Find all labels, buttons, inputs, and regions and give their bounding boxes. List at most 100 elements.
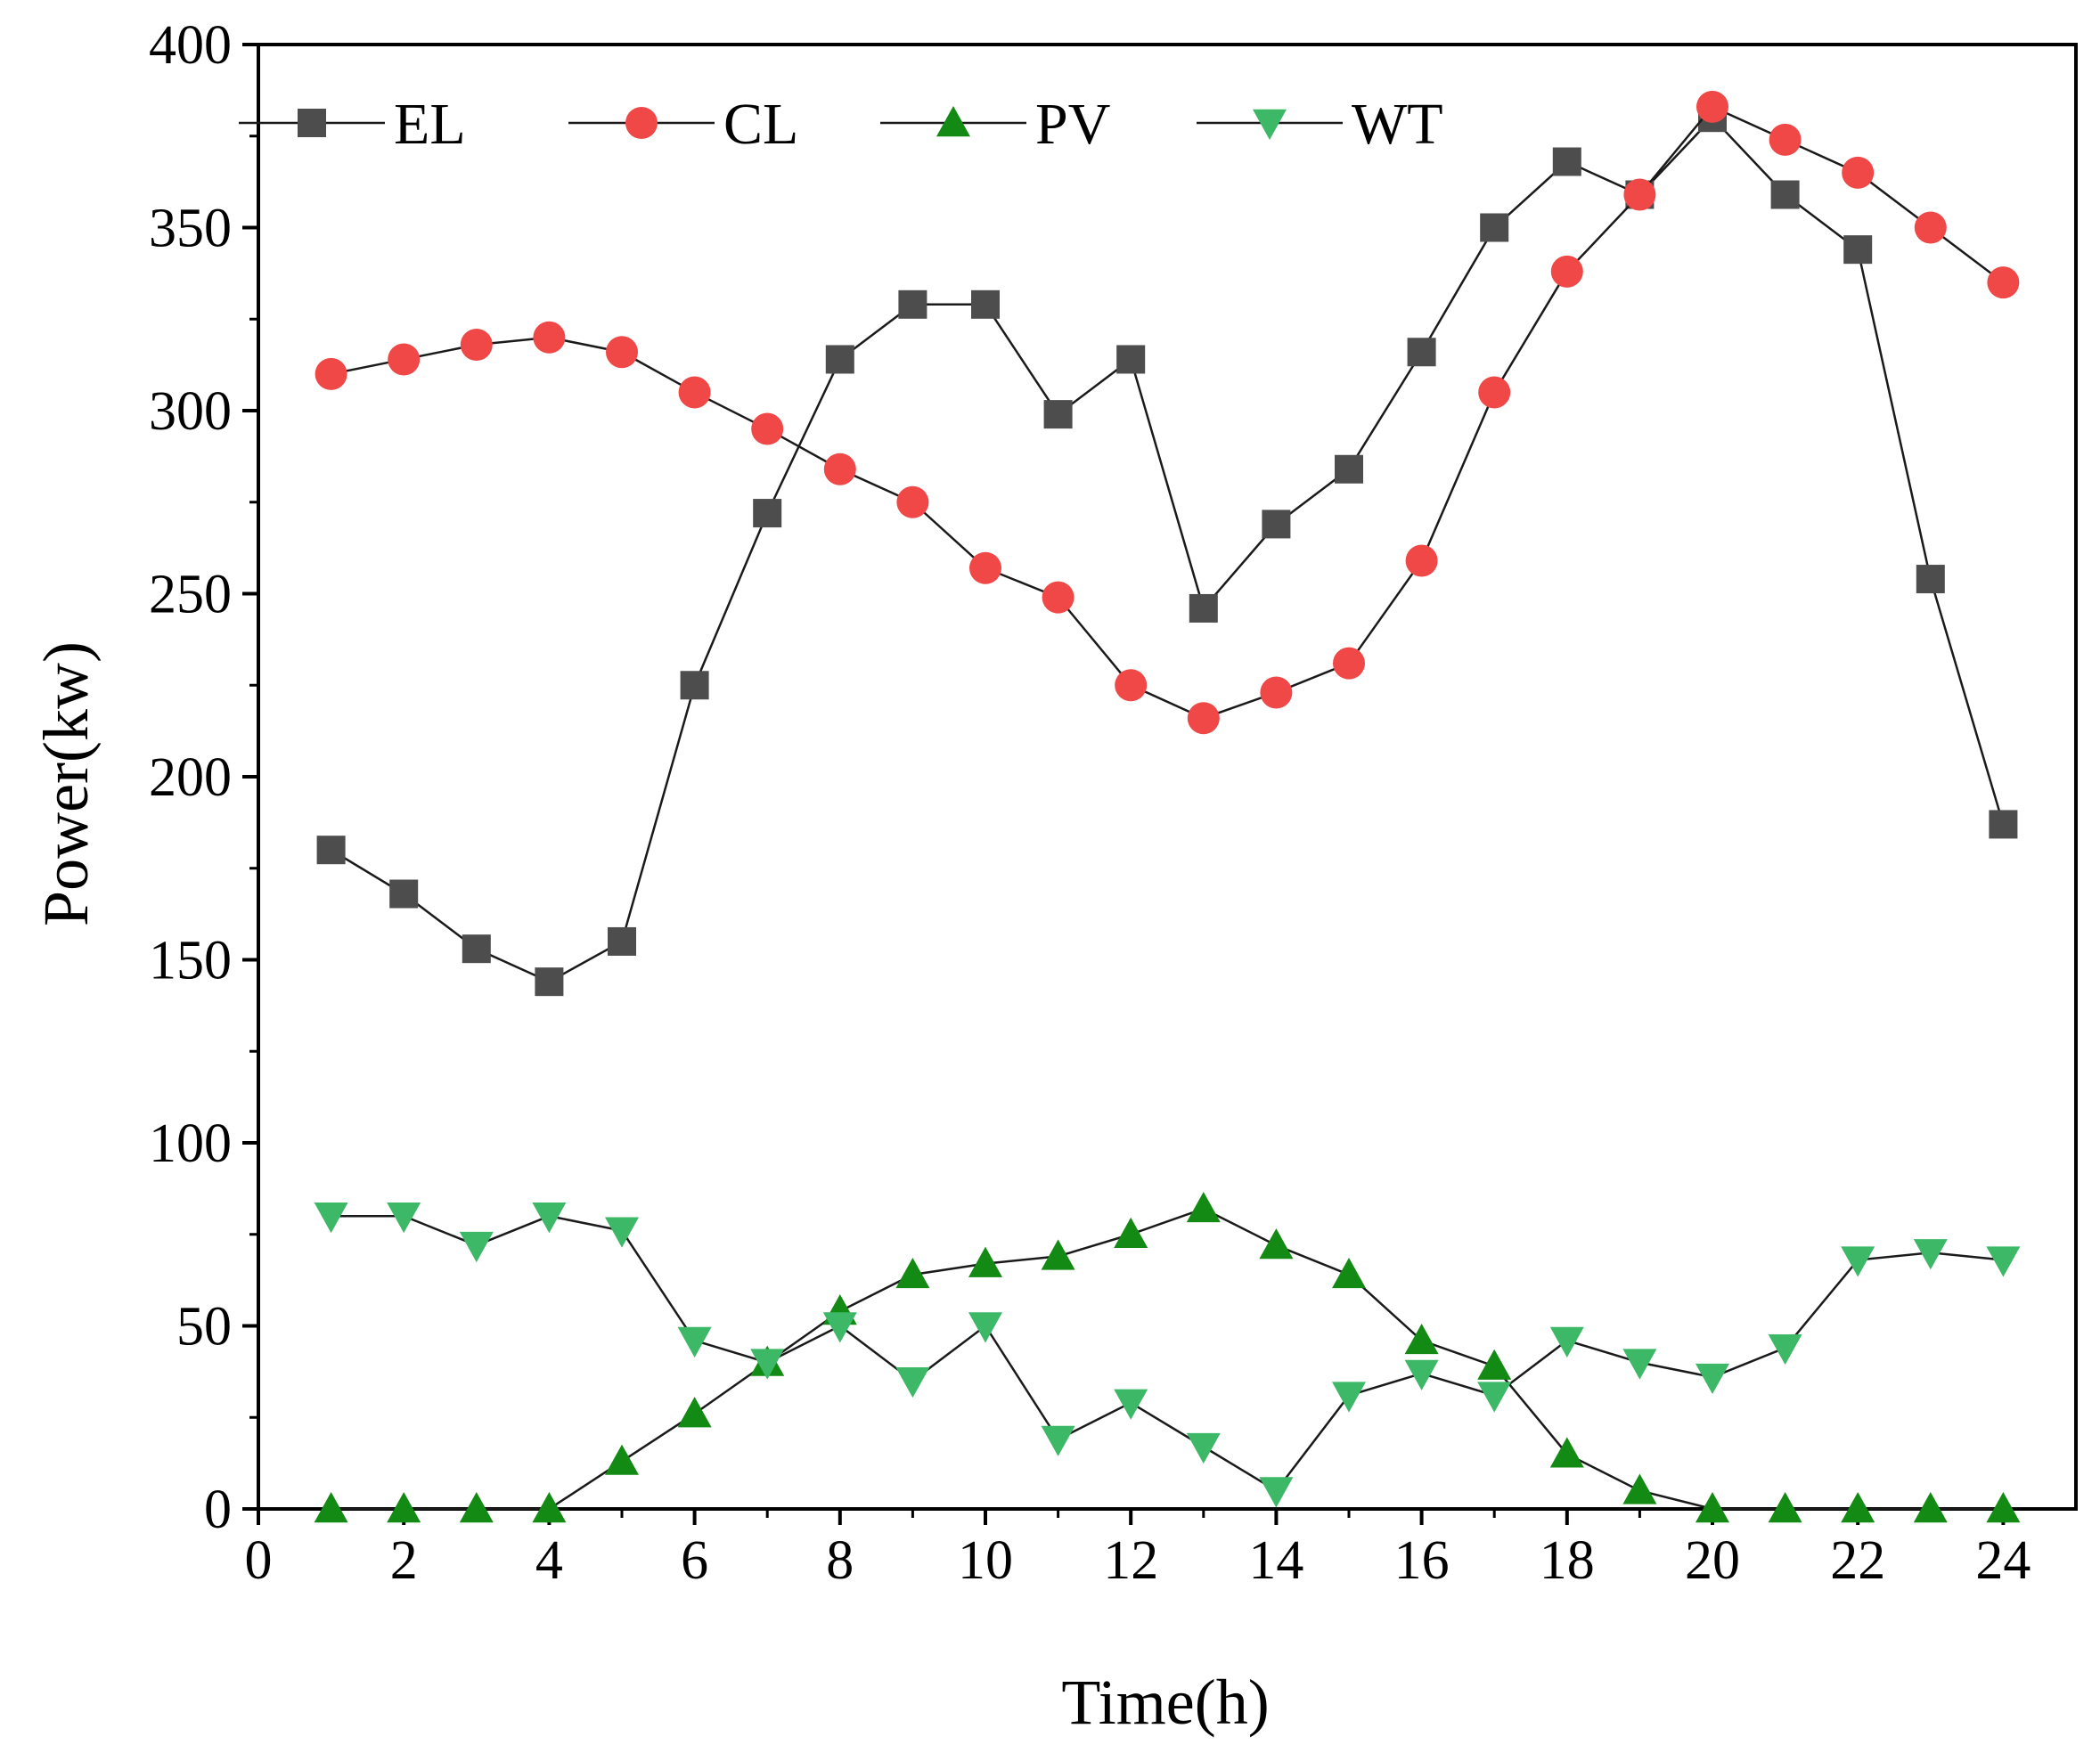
- data-point-wt: [1622, 1349, 1657, 1380]
- data-point-pv: [1696, 1492, 1729, 1523]
- y-tick-label: 250: [149, 565, 232, 625]
- data-point-wt: [1696, 1363, 1729, 1395]
- data-point-el: [608, 926, 636, 956]
- data-point-pv: [1041, 1239, 1075, 1270]
- data-point-cl: [1042, 581, 1075, 614]
- x-tick-label: 22: [1830, 1530, 1885, 1591]
- data-point-pv: [532, 1492, 567, 1523]
- series-line-wt: [331, 1214, 2004, 1493]
- legend-label-cl: CL: [723, 92, 798, 157]
- y-tick-label: 0: [204, 1480, 232, 1540]
- data-point-el: [1407, 338, 1436, 367]
- data-point-el: [1335, 454, 1363, 484]
- y-axis-title: Power(kw): [30, 641, 102, 926]
- series-wt: [314, 1203, 2021, 1508]
- data-point-cl: [606, 336, 638, 369]
- data-point-pv: [1549, 1437, 1584, 1468]
- data-point-pv: [1404, 1323, 1439, 1355]
- data-point-pv: [1986, 1492, 2021, 1523]
- data-point-wt: [1041, 1425, 1075, 1456]
- data-point-pv: [1477, 1349, 1512, 1380]
- data-point-cl: [1478, 376, 1511, 409]
- data-point-cl: [533, 321, 566, 354]
- data-point-pv: [677, 1397, 712, 1428]
- data-point-el: [1189, 593, 1218, 623]
- axis-titles: Time(h) Power(kw): [30, 641, 1270, 1738]
- data-point-wt: [605, 1217, 639, 1248]
- data-point-wt: [1259, 1477, 1294, 1508]
- data-point-el: [1916, 565, 1945, 594]
- data-point-wt: [532, 1203, 567, 1234]
- data-point-el: [316, 836, 346, 865]
- data-point-el: [1262, 510, 1291, 539]
- plot-area: [257, 43, 2078, 1511]
- data-point-el: [389, 879, 419, 909]
- data-point-wt: [459, 1231, 494, 1263]
- data-point-el: [1043, 400, 1073, 429]
- plot-frame: [257, 43, 2078, 1511]
- data-point-pv: [1186, 1191, 1221, 1223]
- legend-marker-el: [298, 109, 326, 137]
- data-point-pv: [895, 1257, 930, 1289]
- data-point-el: [462, 934, 491, 964]
- data-point-cl: [1987, 266, 2020, 299]
- data-point-cl: [1550, 255, 1583, 288]
- data-point-wt: [1986, 1246, 2021, 1277]
- data-series: [314, 90, 2021, 1523]
- legend-label-wt: WT: [1352, 92, 1443, 157]
- data-point-pv: [1259, 1228, 1294, 1260]
- x-tick-label: 16: [1394, 1530, 1450, 1591]
- data-point-cl: [1769, 123, 1802, 156]
- data-point-cl: [751, 412, 784, 445]
- data-point-el: [1480, 213, 1509, 242]
- legend-label-pv: PV: [1035, 92, 1110, 157]
- data-point-pv: [968, 1246, 1002, 1277]
- data-point-cl: [1914, 211, 1947, 244]
- data-point-wt: [1549, 1326, 1584, 1358]
- data-point-pv: [1768, 1492, 1802, 1523]
- data-point-el: [1116, 345, 1146, 374]
- x-axis-title: Time(h): [1061, 1667, 1269, 1738]
- data-point-wt: [1841, 1246, 1875, 1277]
- data-point-wt: [1114, 1389, 1148, 1420]
- series-el: [316, 103, 2018, 997]
- x-tick-label: 14: [1248, 1530, 1303, 1591]
- data-point-cl: [896, 485, 929, 518]
- data-point-pv: [605, 1444, 639, 1475]
- legend-item-cl: CL: [568, 92, 798, 157]
- x-tick-label: 18: [1540, 1530, 1595, 1591]
- data-point-pv: [1332, 1257, 1366, 1289]
- data-point-pv: [1841, 1492, 1875, 1523]
- data-point-wt: [750, 1349, 785, 1380]
- data-point-el: [898, 289, 927, 319]
- legend-marker-wt: [1253, 109, 1287, 140]
- x-tick-label: 2: [390, 1530, 418, 1591]
- data-point-wt: [1404, 1359, 1439, 1390]
- series-line-el: [330, 116, 2005, 983]
- legend: EL CL PV WT: [239, 92, 1443, 157]
- data-point-pv: [387, 1492, 421, 1523]
- x-tick-label: 24: [1975, 1530, 2031, 1591]
- x-tick-label: 0: [245, 1530, 273, 1591]
- data-point-pv: [1913, 1492, 1948, 1523]
- data-point-cl: [1333, 647, 1365, 680]
- y-tick-label: 50: [176, 1297, 232, 1358]
- data-point-el: [753, 499, 782, 528]
- legend-item-el: EL: [239, 92, 466, 157]
- data-point-wt: [677, 1326, 712, 1358]
- data-point-cl: [678, 376, 711, 409]
- data-point-el: [535, 967, 564, 997]
- legend-label-el: EL: [394, 92, 466, 157]
- y-tick-label: 200: [149, 747, 232, 808]
- data-point-cl: [315, 357, 347, 390]
- data-point-el: [1989, 810, 2018, 839]
- legend-marker-cl: [625, 107, 658, 139]
- data-point-wt: [1332, 1382, 1366, 1413]
- data-point-el: [1770, 180, 1800, 209]
- data-point-wt: [895, 1366, 930, 1398]
- x-tick-label: 12: [1103, 1530, 1158, 1591]
- data-point-el: [971, 289, 1000, 319]
- data-point-wt: [1186, 1432, 1221, 1464]
- data-point-cl: [1115, 669, 1148, 702]
